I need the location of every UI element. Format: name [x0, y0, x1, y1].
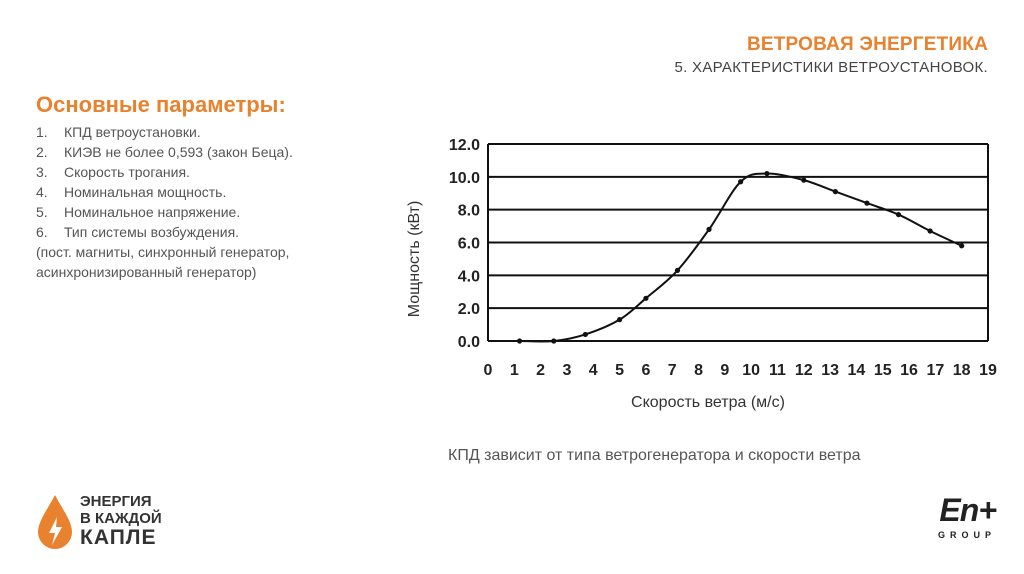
x-tick-label: 2	[536, 362, 545, 379]
x-tick-label: 11	[769, 362, 786, 379]
list-item: 5. Номинальное напряжение.	[36, 202, 356, 222]
data-point	[516, 338, 523, 344]
water-drop-bolt-icon	[38, 495, 72, 549]
list-item: 3. Скорость трогания.	[36, 162, 356, 182]
y-tick-label: 8.0	[458, 203, 480, 220]
x-tick-label: 16	[900, 362, 918, 379]
x-tick-label: 15	[874, 362, 892, 379]
data-point	[582, 331, 588, 338]
list-item: 1. КПД ветроустановки.	[36, 122, 356, 142]
data-point	[551, 338, 557, 344]
y-tick-label: 12.0	[449, 137, 480, 154]
parameters-block: Основные параметры: 1. КПД ветроустановки…	[36, 92, 356, 282]
x-tick-label: 4	[589, 362, 598, 379]
data-point	[864, 200, 870, 206]
tick-labels: 0.02.04.06.08.010.012.00 1 2 3 4 5 6 7 8 9 10 11 12 1…	[449, 137, 997, 379]
brand-name: En+	[939, 492, 997, 528]
list-item-number: 5.	[36, 204, 48, 220]
x-tick-label: 8	[694, 362, 703, 379]
data-point	[674, 267, 681, 274]
list-item-text: Номинальное напряжение.	[64, 204, 241, 220]
x-tick-label: 6	[641, 362, 650, 379]
x-tick-label: 17	[926, 362, 944, 379]
slogan-line-3: КАПЛЕ	[80, 526, 157, 549]
list-item-number: 3.	[36, 164, 48, 180]
y-axis-label: Мощность (кВт)	[406, 201, 423, 318]
slogan-line-1: ЭНЕРГИЯ	[80, 493, 152, 510]
x-tick-label: 13	[821, 362, 839, 379]
list-item: 4. Номинальная мощность.	[36, 182, 356, 202]
list-item-number: 4.	[36, 184, 48, 200]
slide-subtitle: 5. ХАРАКТЕРИСТИКИ ВЕТРОУСТАНОВОК.	[674, 59, 988, 76]
y-tick-label: 10.0	[449, 170, 480, 187]
x-tick-label: 12	[795, 362, 813, 379]
x-tick-label: 7	[668, 362, 677, 379]
brand-group: GROUP	[937, 530, 996, 540]
series-line	[519, 172, 963, 343]
x-tick-label: 10	[742, 362, 760, 379]
series	[516, 170, 965, 344]
grid-lines	[488, 143, 988, 342]
data-point	[764, 170, 770, 177]
x-tick-label: 0	[484, 362, 493, 379]
power-curve-chart: 0.02.04.06.08.010.012.00 1 2 3 4 5 6 7 8 9 10 11 12 1…	[406, 137, 997, 411]
slogan-line-2: В КАЖДОЙ	[80, 510, 162, 527]
data-point	[643, 295, 649, 301]
list-item-number: 1.	[36, 124, 48, 140]
x-tick-label: 1	[510, 362, 519, 379]
slogan-logo: ЭНЕРГИЯ В КАЖДОЙ КАПЛЕ	[36, 493, 162, 556]
y-tick-label: 6.0	[458, 236, 480, 253]
enplus-logo: En+ GROUP	[937, 492, 997, 540]
list-item: 2. КИЭВ не более 0,593 (закон Беца).	[36, 142, 356, 162]
y-tick-label: 0.0	[458, 334, 480, 351]
slogan-text: ЭНЕРГИЯ В КАЖДОЙ КАПЛЕ	[80, 493, 162, 549]
data-point	[832, 189, 838, 195]
axes	[487, 144, 989, 341]
list-item-text: КПД ветроустановки.	[64, 124, 201, 140]
data-point	[895, 211, 902, 218]
data-point	[616, 317, 623, 323]
list-item-text: Скорость трогания.	[64, 164, 190, 180]
list-item-number: 2.	[36, 144, 48, 160]
x-tick-label: 19	[979, 362, 997, 379]
list-item-text: Тип системы возбуждения.	[64, 224, 240, 240]
list-item-number: 6.	[36, 224, 48, 240]
data-point	[738, 179, 744, 185]
data-point	[927, 228, 933, 234]
parameters-list: 1. КПД ветроустановки. 2. КИЭВ не более 0,…	[36, 122, 356, 242]
x-tick-label: 9	[720, 362, 729, 379]
slide-title: ВЕТРОВАЯ ЭНЕРГЕТИКА	[746, 34, 988, 55]
list-item-text: Номинальная мощность.	[64, 184, 227, 200]
data-point	[706, 226, 712, 232]
x-tick-label: 5	[615, 362, 624, 379]
data-point	[959, 243, 965, 249]
x-tick-label: 3	[562, 362, 571, 379]
chart-caption: КПД зависит от типа ветрогенератора и ск…	[448, 447, 861, 464]
excitation-note: (пост. магниты, синхронный генератор, ас…	[36, 244, 290, 280]
y-tick-label: 4.0	[458, 268, 480, 285]
list-item-text: КИЭВ не более 0,593 (закон Беца).	[64, 144, 293, 160]
parameters-heading: Основные параметры:	[36, 92, 286, 117]
slide-header: ВЕТРОВАЯ ЭНЕРГЕТИКА 5. ХАРАКТЕРИСТИКИ ВЕ…	[674, 34, 988, 76]
x-tick-label: 14	[848, 362, 866, 379]
data-point	[801, 177, 807, 183]
y-tick-label: 2.0	[458, 301, 480, 318]
x-axis-label: Скорость ветра (м/с)	[631, 394, 785, 411]
list-item: 6. Тип системы возбуждения.	[36, 222, 356, 242]
x-tick-label: 18	[953, 362, 971, 379]
